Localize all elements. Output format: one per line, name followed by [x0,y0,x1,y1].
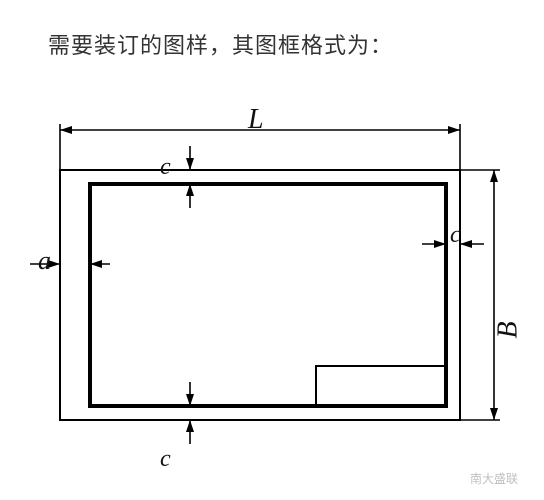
dim-label-a-left: a [38,246,51,276]
dim-label-c-right: c [450,222,461,249]
dim-label-c-bottom: c [160,446,171,473]
watermark: 南大盛联 [470,470,518,487]
dim-label-L: L [248,104,264,136]
page: 需要装订的图样，其图框格式为： L B c c c a 南大盛联 [0,0,544,500]
dim-label-B: B [493,321,525,338]
diagram-svg [0,0,544,500]
dim-label-c-top: c [160,154,171,181]
